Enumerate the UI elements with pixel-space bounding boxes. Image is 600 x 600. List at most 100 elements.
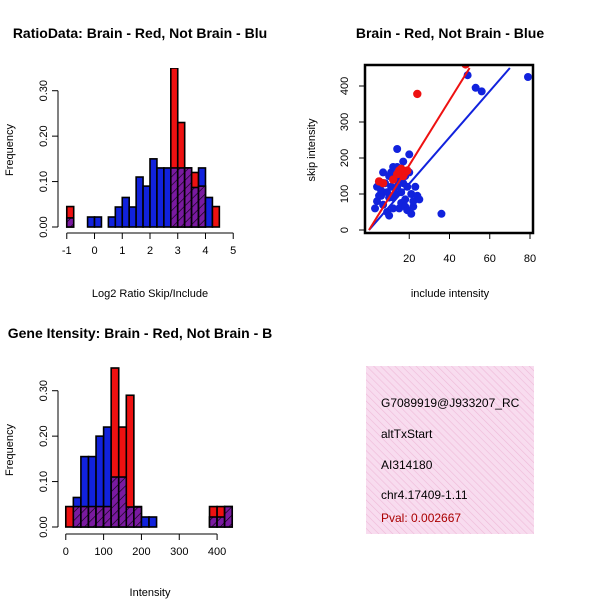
scatter-x-tick-label: 60 [484, 253, 496, 265]
event-type: altTxStart [381, 427, 433, 441]
intensity-histogram-bar-overlap-hatch [133, 507, 142, 527]
intensity-histogram-bar-overlap-hatch [73, 506, 81, 527]
intensity-histogram: Gene Itensity: Brain - Red, Not Brain - … [4, 325, 272, 599]
ratio-histogram-bar-not-brain [86, 216, 96, 228]
scatter-point-not-brain [371, 204, 380, 213]
scatter-title: Brain - Red, Not Brain - Blue [356, 25, 544, 41]
scatter-point-not-brain [401, 195, 410, 204]
scatter-point-not-brain [437, 209, 446, 218]
ratio-histogram-title: RatioData: Brain - Red, Not Brain - Blu [13, 25, 267, 41]
intensity-histogram-x-tick-label: 0 [63, 546, 69, 558]
ratio-histogram-bar-not-brain [163, 167, 172, 228]
scatter-point-not-brain [523, 73, 532, 81]
scatter-point-brain [378, 179, 388, 188]
scatter-y-tick-label: 100 [339, 185, 351, 203]
scatter-point-not-brain [409, 202, 418, 211]
intensity-histogram-bar-not-brain [140, 516, 150, 528]
intensity-scatter: Brain - Red, Not Brain - Blue 20 40 60 80 0 1… [306, 25, 544, 300]
scatter-point-brain [461, 66, 470, 69]
ratio-histogram-bar-brain [211, 205, 221, 228]
scatter-y-tick-label: 300 [339, 113, 351, 131]
ratio-histogram-x-tick-label: 4 [202, 245, 208, 257]
scatter-point-not-brain [399, 157, 408, 166]
scatter-point-not-brain [471, 83, 480, 92]
intensity-histogram-bar-overlap-hatch [80, 506, 89, 527]
scatter-point-not-brain [377, 191, 386, 200]
intensity-histogram-bar-overlap-hatch [103, 506, 112, 527]
scatter-point-not-brain [407, 190, 416, 198]
ratio-histogram-y-tick-label: 0.00 [38, 216, 50, 237]
ratio-histogram-bar-overlap-hatch [177, 167, 185, 227]
intensity-histogram-bar-overlap-hatch [111, 477, 119, 527]
ratio-histogram-bar-not-brain [121, 196, 130, 228]
scatter-point-not-brain [389, 204, 398, 213]
ratio-histogram-ylabel: Frequency [4, 124, 16, 176]
ratio-histogram-bar-not-brain [204, 196, 214, 228]
ratio-histogram-y-tick-label: 0.30 [38, 80, 50, 101]
scatter-point-not-brain [415, 195, 424, 204]
ratio-histogram-x-tick-label: 0 [91, 245, 97, 257]
ratio-histogram-bar-not-brain [93, 216, 103, 228]
scatter-y-tick-label: 200 [339, 149, 351, 167]
intensity-histogram-ylabel: Frequency [4, 424, 16, 476]
scatter-point-not-brain [405, 150, 414, 159]
scatter-point-not-brain [477, 87, 486, 96]
ratio-histogram-bar-not-brain [142, 185, 151, 228]
scatter-x-tick-label: 20 [403, 253, 415, 265]
fit-line-brain [368, 67, 471, 231]
intensity-histogram-bar-brain [64, 505, 75, 528]
scatter-x-tick-label: 80 [524, 253, 536, 265]
scatter-point-brain [413, 89, 422, 99]
scatter-ylabel: skip intensity [306, 118, 318, 181]
ratio-histogram-x-tick-label: 5 [230, 245, 236, 257]
intensity-histogram-bar-overlap-hatch [209, 517, 218, 527]
accession-id: AI314180 [381, 458, 433, 472]
scatter-point-not-brain [393, 145, 402, 153]
ratio-histogram-bar-overlap-hatch [191, 187, 199, 227]
ratio-histogram-x-tick-label: -1 [62, 245, 72, 257]
ratio-histogram-x-tick-label: 2 [147, 245, 153, 257]
info-panel: G7089919@J933207_RC altTxStart AI314180 … [366, 366, 534, 534]
intensity-histogram-y-tick-label: 0.00 [38, 516, 50, 537]
ratio-histogram-bar-overlap-hatch [66, 217, 74, 227]
genomic-location: chr4.17409-1.11 [381, 488, 468, 502]
intensity-histogram-bar-overlap-hatch [118, 477, 127, 527]
intensity-histogram-y-tick-label: 0.20 [38, 425, 50, 446]
intensity-histogram-title: Gene Itensity: Brain - Red, Not Brain - … [8, 325, 272, 341]
ratio-histogram-xlabel: Log2 Ratio Skip/Include [92, 288, 208, 300]
ratio-histogram-bar-not-brain [156, 167, 165, 228]
scatter-point-not-brain [407, 209, 416, 218]
ratio-histogram-bar-not-brain [114, 206, 124, 228]
scatter-point-not-brain [385, 211, 394, 220]
ratio-histogram-y-tick-label: 0.20 [38, 125, 50, 146]
ratio-histogram-y-tick-label: 0.10 [38, 171, 50, 192]
intensity-histogram-bar-not-brain [148, 516, 158, 528]
p-value: Pval: 0.002667 [381, 511, 461, 525]
ratio-histogram-x-tick-label: 1 [119, 245, 125, 257]
intensity-histogram-bar-overlap-hatch [88, 506, 97, 527]
ratio-histogram-bar-overlap-hatch [198, 186, 206, 227]
ratio-histogram-bar-not-brain [107, 216, 117, 228]
ratio-histogram-bar-not-brain [128, 206, 137, 228]
intensity-histogram-x-tick-label: 400 [208, 546, 226, 558]
intensity-histogram-bar-overlap-hatch [96, 506, 104, 527]
intensity-histogram-bar-overlap-hatch [224, 506, 233, 527]
intensity-histogram-bar-overlap-hatch [217, 517, 225, 527]
scatter-y-tick-label: 400 [339, 77, 351, 95]
ratio-histogram: RatioData: Brain - Red, Not Brain - Blu … [4, 25, 267, 300]
scatter-y-tick-label: 0 [339, 227, 351, 233]
scatter-point-not-brain [411, 182, 420, 191]
intensity-histogram-x-tick-label: 300 [170, 546, 188, 558]
scatter-point-not-brain [387, 182, 396, 191]
ratio-histogram-bar-not-brain [149, 158, 158, 228]
intensity-histogram-x-tick-label: 200 [132, 546, 150, 558]
fit-line-not-brain [368, 67, 511, 231]
ratio-histogram-bar-overlap-hatch [170, 167, 178, 227]
probe-id: G7089919@J933207_RC [381, 396, 520, 410]
scatter-point-not-brain [379, 168, 388, 177]
scatter-x-tick-label: 40 [443, 253, 455, 265]
scatter-xlabel: include intensity [411, 288, 490, 300]
intensity-histogram-xlabel: Intensity [130, 587, 171, 599]
intensity-histogram-bar-overlap-hatch [126, 507, 134, 527]
